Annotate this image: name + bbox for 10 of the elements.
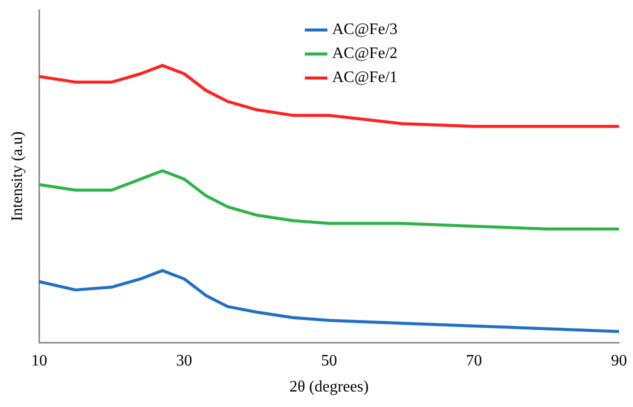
y-axis-title: Intensity (a.u) — [8, 131, 26, 222]
legend-label: AC@Fe/1 — [332, 69, 398, 86]
x-tick-label: 30 — [176, 352, 192, 370]
x-tick-label: 90 — [611, 352, 627, 370]
x-tick-label: 10 — [31, 352, 48, 370]
x-axis-title: 2θ (degrees) — [290, 378, 369, 396]
legend-label: AC@Fe/3 — [332, 21, 398, 38]
x-tick-label: 50 — [321, 352, 338, 370]
x-tick-label: 70 — [466, 352, 482, 370]
legend-label: AC@Fe/2 — [332, 45, 398, 62]
